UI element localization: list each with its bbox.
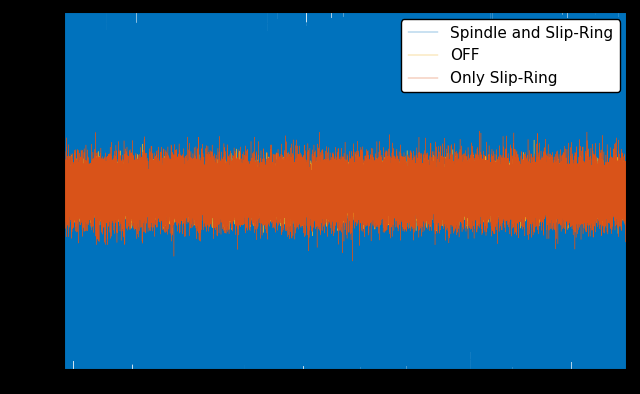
Only Slip-Ring [365, 189, 373, 193]
Spindle and Slip-Ring [399, 288, 407, 293]
Spindle and Slip-Ring [623, 19, 631, 24]
OFF [276, 188, 284, 192]
Spindle and Slip-Ring [478, 158, 486, 163]
OFF [399, 184, 407, 189]
Only Slip-Ring [99, 185, 106, 190]
Spindle and Slip-Ring [99, 234, 106, 239]
Line: OFF: OFF [64, 140, 627, 236]
Only Slip-Ring [60, 187, 68, 192]
Line: Only Slip-Ring: Only Slip-Ring [64, 131, 627, 261]
OFF [196, 186, 204, 190]
Only Slip-Ring [399, 196, 407, 201]
Spindle and Slip-Ring [60, 133, 68, 138]
Only Slip-Ring [196, 169, 204, 173]
Only Slip-Ring [276, 178, 284, 183]
OFF [530, 138, 538, 142]
Spindle and Slip-Ring [365, 169, 373, 174]
Spindle and Slip-Ring [196, 346, 204, 351]
Only Slip-Ring [478, 182, 486, 187]
Legend: Spindle and Slip-Ring, OFF, Only Slip-Ring: Spindle and Slip-Ring, OFF, Only Slip-Ri… [401, 19, 620, 92]
Only Slip-Ring [623, 187, 631, 191]
OFF [478, 193, 486, 198]
Spindle and Slip-Ring [276, 181, 284, 186]
Line: Spindle and Slip-Ring: Spindle and Slip-Ring [64, 0, 627, 394]
Only Slip-Ring [348, 259, 356, 264]
OFF [99, 182, 106, 187]
OFF [365, 193, 373, 198]
OFF [623, 180, 631, 185]
OFF [308, 234, 316, 238]
Only Slip-Ring [476, 129, 483, 134]
OFF [60, 177, 68, 182]
